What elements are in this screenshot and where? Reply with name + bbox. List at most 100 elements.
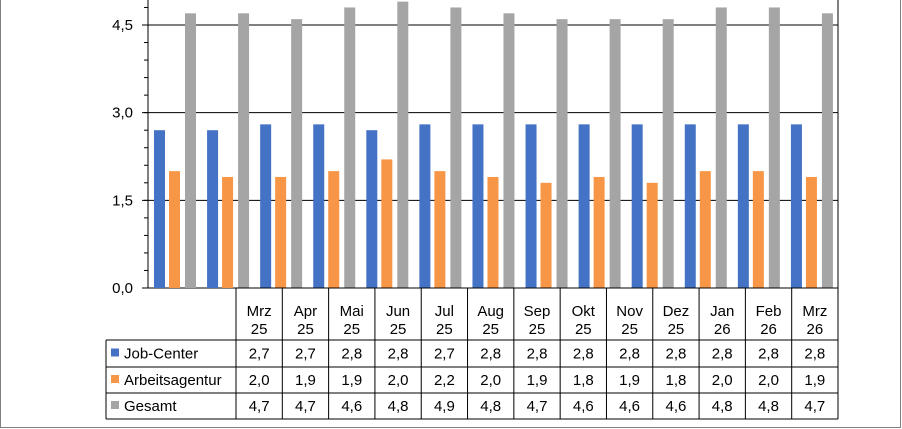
bar-job-center bbox=[366, 130, 378, 288]
bar-job-center bbox=[207, 130, 219, 288]
data-label: 1,9 bbox=[804, 372, 825, 389]
data-label: 2,8 bbox=[758, 346, 779, 363]
data-label: 4,7 bbox=[249, 398, 270, 415]
bar-gesamt bbox=[450, 7, 462, 288]
y-tick-label: 0,0 bbox=[112, 280, 133, 297]
category-label-month: Mrz bbox=[802, 303, 827, 320]
data-label: 4,7 bbox=[804, 398, 825, 415]
bar-arbeitsagentur bbox=[593, 176, 605, 288]
category-label-month: Aug bbox=[477, 303, 504, 320]
data-label: 4,6 bbox=[619, 398, 640, 415]
bar-job-center bbox=[631, 124, 643, 288]
bar-job-center bbox=[260, 124, 272, 288]
data-label: 2,8 bbox=[527, 346, 548, 363]
bar-job-center bbox=[790, 124, 802, 288]
data-label: 1,8 bbox=[665, 372, 686, 389]
data-label: 2,8 bbox=[388, 346, 409, 363]
bar-arbeitsagentur bbox=[169, 171, 180, 288]
data-label: 2,8 bbox=[480, 346, 501, 363]
legend-label: Job-Center bbox=[124, 346, 198, 363]
category-label-year: 26 bbox=[714, 321, 731, 338]
data-label: 2,7 bbox=[434, 346, 455, 363]
bar-arbeitsagentur bbox=[381, 159, 393, 288]
y-tick-label: 1,5 bbox=[112, 192, 133, 209]
data-label: 2,0 bbox=[712, 372, 733, 389]
data-label: 2,8 bbox=[712, 346, 733, 363]
bar-arbeitsagentur bbox=[646, 182, 658, 288]
data-label: 4,7 bbox=[295, 398, 316, 415]
data-label: 1,9 bbox=[295, 372, 316, 389]
bar-gesamt bbox=[821, 13, 833, 289]
data-label: 2,2 bbox=[434, 372, 455, 389]
bar-gesamt bbox=[662, 19, 674, 289]
bar-job-center bbox=[578, 124, 590, 288]
data-label: 1,9 bbox=[619, 372, 640, 389]
data-label: 4,8 bbox=[758, 398, 779, 415]
data-label: 4,8 bbox=[388, 398, 409, 415]
bar-arbeitsagentur bbox=[328, 171, 340, 288]
y-tick-label: 3,0 bbox=[112, 105, 133, 122]
bar-gesamt bbox=[238, 13, 250, 289]
data-label: 2,8 bbox=[341, 346, 362, 363]
bar-gesamt bbox=[556, 19, 568, 289]
category-label-month: Jan bbox=[710, 303, 734, 320]
bar-job-center bbox=[313, 124, 325, 288]
data-label: 2,8 bbox=[619, 346, 640, 363]
legend-label: Gesamt bbox=[124, 398, 177, 415]
data-label: 1,9 bbox=[527, 372, 548, 389]
category-label-year: 26 bbox=[807, 321, 824, 338]
category-label-year: 25 bbox=[529, 321, 546, 338]
data-label: 2,8 bbox=[573, 346, 594, 363]
data-label: 1,9 bbox=[341, 372, 362, 389]
data-label: 2,0 bbox=[249, 372, 270, 389]
category-label-month: Nov bbox=[616, 303, 643, 320]
bar-gesamt bbox=[291, 19, 303, 289]
bar-arbeitsagentur bbox=[540, 182, 552, 288]
category-label-year: 26 bbox=[760, 321, 777, 338]
category-label-month: Jun bbox=[386, 303, 410, 320]
bar-arbeitsagentur bbox=[275, 176, 287, 288]
bar-gesamt bbox=[344, 7, 356, 288]
legend-key-arbeitsagentur bbox=[111, 375, 119, 383]
data-label: 4,8 bbox=[712, 398, 733, 415]
data-label: 2,0 bbox=[758, 372, 779, 389]
data-label: 2,8 bbox=[804, 346, 825, 363]
bar-job-center bbox=[684, 124, 696, 288]
bar-arbeitsagentur bbox=[434, 171, 446, 288]
category-label-month: Mai bbox=[340, 303, 364, 320]
bar-gesamt bbox=[768, 7, 780, 288]
data-label: 1,8 bbox=[573, 372, 594, 389]
legend-key-gesamt bbox=[111, 401, 119, 409]
data-label: 4,6 bbox=[665, 398, 686, 415]
legend-key-job-center bbox=[111, 348, 119, 357]
category-label-month: Dez bbox=[663, 303, 690, 320]
category-label-year: 25 bbox=[251, 321, 268, 338]
category-label-month: Apr bbox=[294, 303, 317, 320]
data-label: 4,9 bbox=[434, 398, 455, 415]
y-tick-label: 4,5 bbox=[112, 17, 133, 34]
category-label-year: 25 bbox=[668, 321, 685, 338]
data-label: 4,6 bbox=[341, 398, 362, 415]
bar-arbeitsagentur bbox=[752, 171, 764, 288]
data-label: 4,7 bbox=[527, 398, 548, 415]
category-label-month: Mrz bbox=[247, 303, 272, 320]
bar-gesamt bbox=[609, 19, 621, 289]
data-label: 2,7 bbox=[295, 346, 316, 363]
legend-label: Arbeitsagentur bbox=[124, 372, 222, 389]
bar-job-center bbox=[154, 130, 165, 288]
bar-gesamt bbox=[185, 13, 196, 289]
category-label-month: Sep bbox=[524, 303, 551, 320]
category-label-year: 25 bbox=[575, 321, 592, 338]
category-label-year: 25 bbox=[390, 321, 407, 338]
category-label-year: 25 bbox=[297, 321, 314, 338]
category-label-month: Okt bbox=[572, 303, 596, 320]
data-label: 2,0 bbox=[480, 372, 501, 389]
data-label: 4,6 bbox=[573, 398, 594, 415]
bar-gesamt bbox=[503, 13, 515, 289]
data-label: 2,0 bbox=[388, 372, 409, 389]
category-label-month: Jul bbox=[435, 303, 454, 320]
bar-job-center bbox=[737, 124, 749, 288]
bar-arbeitsagentur bbox=[699, 171, 711, 288]
